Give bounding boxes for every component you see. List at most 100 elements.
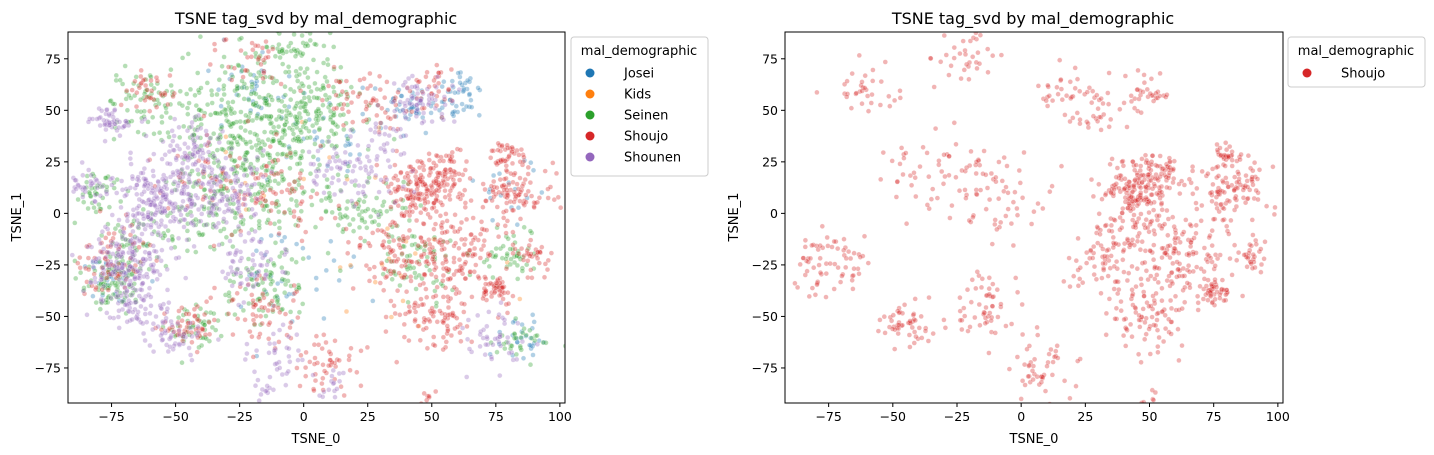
scatter-point (298, 138, 304, 144)
scatter-point (1254, 176, 1261, 182)
scatter-point (1217, 202, 1224, 208)
scatter-point (1003, 213, 1009, 219)
scatter-point (1066, 255, 1072, 261)
scatter-point (544, 267, 551, 273)
scatter-point (443, 153, 449, 159)
scatter-point (510, 242, 516, 248)
scatter-point (517, 216, 524, 222)
scatter-point (482, 186, 488, 193)
scatter-point (136, 238, 143, 244)
scatter-point (235, 92, 242, 98)
scatter-point (1073, 258, 1079, 264)
scatter-point (255, 137, 261, 143)
scatter-point (237, 281, 243, 287)
scatter-point (1034, 324, 1040, 331)
scatter-point (176, 100, 183, 107)
scatter-point (390, 99, 396, 105)
scatter-point (403, 133, 409, 139)
scatter-point (150, 243, 156, 249)
scatter-point (458, 338, 464, 344)
scatter-point (270, 387, 277, 393)
scatter-point (973, 170, 979, 177)
scatter-point (159, 119, 165, 126)
scatter-point (516, 251, 522, 257)
scatter-point (989, 294, 996, 300)
scatter-point (274, 298, 280, 305)
scatter-point (843, 255, 849, 262)
scatter-point (1100, 265, 1107, 272)
legend-marker (585, 68, 595, 78)
scatter-point (251, 212, 257, 218)
scatter-point (276, 49, 283, 55)
scatter-point (321, 173, 328, 179)
scatter-point (342, 159, 349, 165)
scatter-point (170, 138, 176, 144)
scatter-point (1193, 230, 1199, 236)
scatter-point (1165, 216, 1172, 222)
scatter-point (248, 271, 254, 277)
scatter-point (264, 113, 270, 120)
scatter-point (361, 76, 367, 82)
scatter-point (244, 85, 250, 91)
scatter-point (467, 91, 473, 97)
scatter-point (421, 319, 427, 325)
scatter-point (229, 258, 236, 264)
scatter-point (133, 299, 139, 305)
scatter-point (995, 314, 1001, 320)
scatter-point (459, 236, 465, 243)
scatter-point (92, 198, 98, 204)
scatter-point (283, 281, 289, 288)
scatter-point (351, 228, 357, 234)
scatter-point (323, 267, 329, 274)
scatter-point (374, 162, 380, 168)
scatter-point (348, 84, 354, 90)
scatter-point (287, 165, 293, 171)
scatter-point (528, 237, 534, 243)
scatter-point (363, 106, 369, 112)
scatter-point (280, 129, 286, 135)
scatter-point (272, 221, 278, 227)
scatter-point (1150, 207, 1157, 213)
scatter-point (276, 218, 282, 225)
scatter-point (347, 262, 354, 268)
scatter-point (373, 172, 379, 179)
scatter-point (267, 152, 273, 158)
scatter-point (333, 105, 340, 111)
scatter-point (463, 103, 470, 110)
scatter-point (456, 86, 462, 93)
scatter-point (108, 242, 114, 248)
scatter-point (384, 226, 391, 232)
scatter-point (430, 254, 436, 260)
scatter-point (305, 43, 311, 49)
scatter-point (152, 202, 158, 208)
x-tick-label: 25 (360, 409, 376, 424)
scatter-point (343, 120, 349, 126)
scatter-point (1155, 349, 1161, 355)
scatter-point (1221, 298, 1227, 304)
scatter-point (393, 258, 400, 265)
scatter-point (1138, 282, 1145, 288)
scatter-point (134, 217, 140, 224)
scatter-point (229, 283, 235, 289)
scatter-point (276, 231, 282, 237)
scatter-point (299, 184, 305, 191)
scatter-point (321, 60, 327, 66)
scatter-point (169, 128, 175, 134)
scatter-point (219, 241, 225, 247)
scatter-point (119, 265, 126, 271)
scatter-point (962, 313, 968, 319)
scatter-point (1134, 219, 1140, 225)
scatter-point (92, 192, 99, 198)
scatter-point (462, 204, 468, 210)
scatter-point (450, 310, 456, 316)
scatter-point (456, 257, 463, 263)
scatter-point (242, 119, 248, 125)
scatter-point (418, 296, 424, 302)
scatter-point (88, 244, 95, 250)
scatter-point (176, 235, 182, 241)
scatter-point (167, 143, 174, 149)
scatter-point (163, 196, 169, 202)
scatter-point (167, 218, 174, 225)
scatter-point (133, 74, 139, 80)
scatter-point (194, 349, 200, 355)
